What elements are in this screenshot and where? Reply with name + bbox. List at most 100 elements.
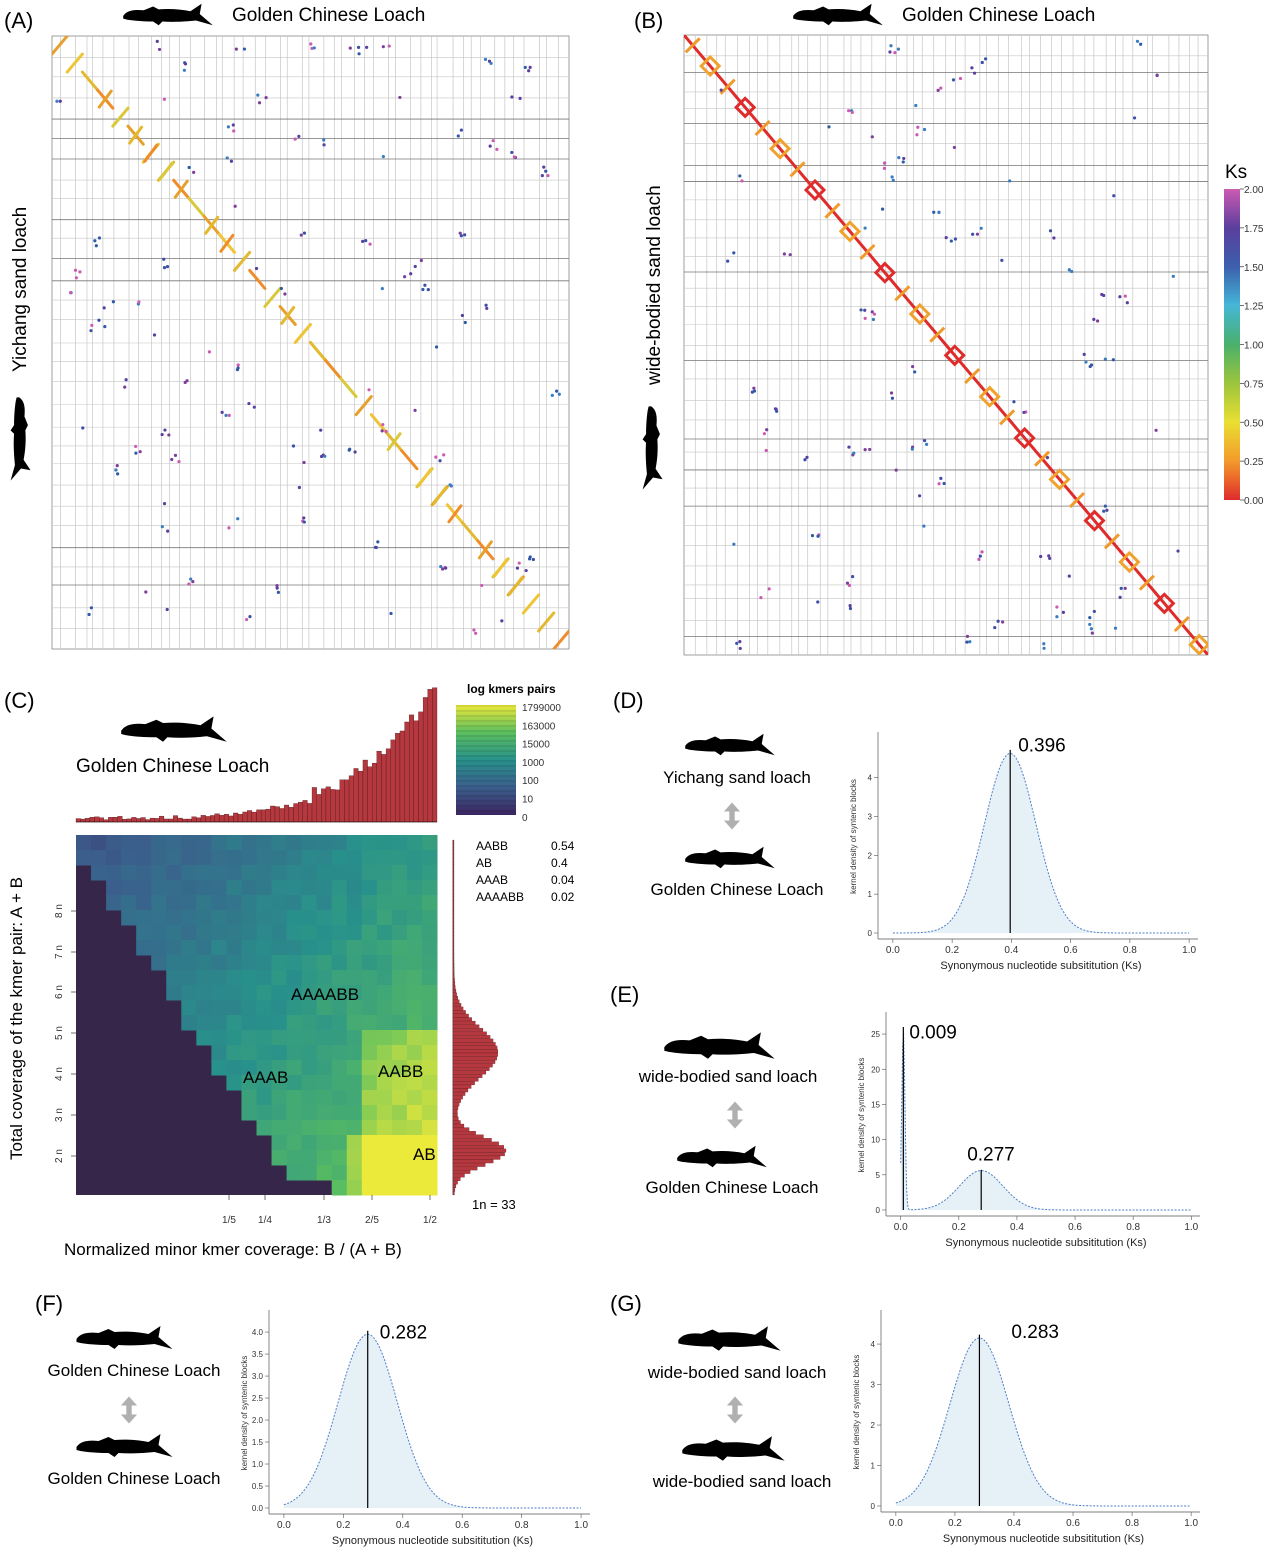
dotplot-point <box>732 542 736 546</box>
histogram-bar <box>452 1010 466 1015</box>
dotplot-point <box>880 207 885 211</box>
dotplot-point <box>166 529 170 533</box>
synteny-block <box>477 540 493 560</box>
dotplot-point <box>123 385 127 389</box>
dotplot-point <box>421 287 425 292</box>
density-fill <box>283 1334 582 1508</box>
dotplot-point <box>500 619 504 623</box>
synteny-block <box>734 96 757 119</box>
histogram-bar <box>409 714 415 823</box>
karyotype-table: AABB 0.54 AB 0.4 AAAB 0.04 AAAABB 0.02 <box>476 839 575 904</box>
dotplot-point <box>165 607 169 612</box>
heatmap-cell <box>361 1030 378 1046</box>
synteny-block <box>873 261 896 284</box>
histogram-bar <box>452 1152 505 1157</box>
synteny-block <box>65 52 84 74</box>
heatmap-cell <box>316 1135 333 1151</box>
heatmap-cell <box>421 1120 438 1136</box>
dotplot-point <box>863 316 867 320</box>
heatmap-cell <box>376 1090 393 1106</box>
synteny-block <box>979 384 1000 409</box>
dotplot-point <box>275 586 279 590</box>
y-tick-label: 1 <box>871 1462 876 1471</box>
histogram-bar <box>452 1166 478 1171</box>
dotplot-point <box>413 264 417 269</box>
dotplot-point <box>750 390 754 394</box>
dotplot-point <box>901 160 905 164</box>
dotplot-point <box>546 173 550 178</box>
histogram-bar <box>452 846 455 851</box>
x-tick-label: 1/5 <box>222 1215 236 1226</box>
dotplot-point <box>480 583 484 588</box>
dotplot-point <box>1012 400 1016 404</box>
histogram-bar <box>452 1099 461 1103</box>
heatmap-cell <box>361 940 378 956</box>
x-tick-label: 0.2 <box>948 1518 962 1529</box>
heatmap-cell <box>226 895 242 911</box>
dotplot-point <box>357 52 361 56</box>
histogram-bar <box>452 914 455 919</box>
histogram-bar <box>452 886 455 890</box>
synteny-block <box>699 54 722 78</box>
dotplot-point <box>302 460 306 465</box>
histogram-bar <box>288 807 294 823</box>
heatmap-cell <box>106 865 122 881</box>
synteny-block <box>248 268 267 290</box>
dotplot-point <box>1123 586 1127 590</box>
histogram-bar <box>452 935 455 940</box>
heatmap-cell <box>226 850 242 866</box>
heatmap-cell <box>286 970 303 986</box>
legend-tick-label: 1799000 <box>522 703 561 714</box>
heatmap-cell <box>151 910 167 926</box>
heatmap-cell <box>316 970 333 986</box>
heatmap-cell <box>406 850 423 866</box>
x-tick-label: 1/2 <box>423 1215 437 1226</box>
heatmap-cell <box>286 865 303 881</box>
dotplot-point <box>510 95 514 99</box>
dotplot-point <box>356 45 361 49</box>
zone-label-ab: AB <box>413 1145 436 1164</box>
synteny-block <box>943 344 966 367</box>
histogram-bar <box>131 817 137 823</box>
heatmap-cell <box>241 1045 257 1061</box>
y-tick-label: 10 <box>871 1136 880 1145</box>
heatmap-cell <box>241 1075 257 1091</box>
synteny-block <box>1173 615 1190 633</box>
histogram-bar <box>452 1095 463 1100</box>
heatmap-cell <box>331 865 348 881</box>
heatmap-cell <box>211 1045 227 1061</box>
heatmap-cell <box>316 1105 333 1121</box>
heatmap-cell <box>166 970 182 986</box>
histogram-bar <box>177 817 183 823</box>
fish-silhouette-icon <box>678 1326 781 1351</box>
heatmap-cell <box>151 940 167 956</box>
dotplot-point <box>965 634 970 638</box>
dotplot-point <box>111 300 115 304</box>
zone-label-aabb: AABB <box>378 1062 423 1081</box>
histogram-bar <box>307 803 313 823</box>
histogram-bar <box>452 974 455 979</box>
y-tick-label: 20 <box>871 1065 880 1074</box>
heatmap-cell <box>421 865 438 881</box>
dotplot-point <box>114 468 118 472</box>
heatmap-cell <box>241 970 257 986</box>
synteny-block <box>447 504 463 524</box>
heatmap-cell <box>166 925 182 941</box>
heatmap-cell <box>256 895 273 911</box>
heatmap-cell <box>376 940 393 956</box>
dotplot-point <box>922 127 927 132</box>
dotplot-point <box>1088 364 1092 369</box>
heatmap-cell <box>376 1000 393 1016</box>
panel-c: (C) Golden Chinese Loach 1/5 1/4 1/3 2/5 1/2… <box>4 682 575 1259</box>
dotplot-point <box>847 445 851 449</box>
dotplot-point <box>90 323 94 327</box>
dotplot-point <box>254 266 259 271</box>
heatmap-cell <box>136 895 152 911</box>
dotplot-point <box>389 611 393 616</box>
histogram-bar <box>242 811 248 823</box>
legend-tick-label: 15000 <box>522 740 550 751</box>
synteny-block <box>263 286 282 308</box>
zone-label-aaaabb: AAAABB <box>291 985 359 1004</box>
heatmap-cell <box>256 940 273 956</box>
dotplot-point <box>459 128 463 132</box>
